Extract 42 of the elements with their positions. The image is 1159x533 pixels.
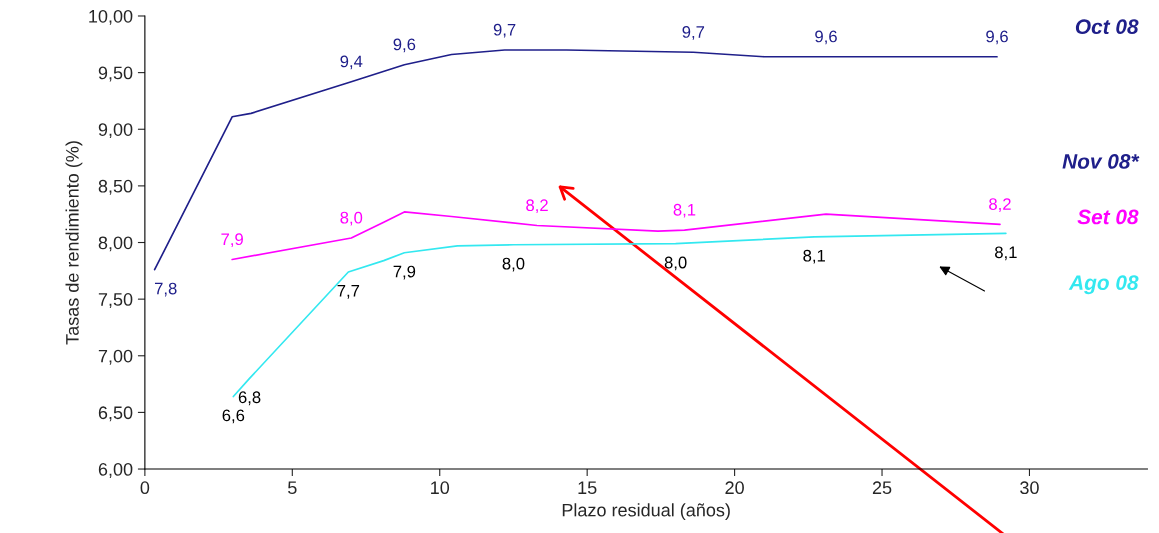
- x-tick-label: 0: [140, 481, 150, 495]
- data-label: 9,6: [393, 38, 416, 53]
- y-tick-label: 6,50: [98, 406, 133, 422]
- x-tick-label: 30: [1020, 481, 1039, 495]
- x-tick-label: 10: [431, 481, 450, 495]
- data-label: 8,1: [803, 249, 825, 264]
- text: Oct 08: [1075, 19, 1139, 35]
- data-label: 9,6: [986, 30, 1008, 45]
- data-label: 8,0: [664, 256, 687, 271]
- y-tick-label: 10,00: [89, 9, 133, 25]
- data-label: 8,2: [526, 199, 548, 214]
- y-tick-label: 8,00: [98, 236, 133, 252]
- data-label: 9,7: [682, 26, 705, 40]
- data-label: 9,6: [815, 30, 837, 45]
- annotation: Nov 08*: [1062, 154, 1140, 169]
- y-tick-label: 7,00: [98, 349, 133, 365]
- x-axis-title: Plazo residual (años): [562, 503, 730, 521]
- x-tick-label: 25: [872, 481, 892, 495]
- y-tick-label: 9,00: [98, 123, 133, 139]
- text: Ago 08: [1068, 275, 1139, 295]
- y-axis-title: Tasas de rendimiento (%): [65, 141, 83, 345]
- data-label: 8,0: [502, 257, 525, 272]
- y-tick-label: 8,50: [98, 179, 133, 195]
- data-label: 8,0: [340, 211, 363, 226]
- y-tick-label: 7,50: [98, 293, 133, 308]
- y-tick-label: 9,50: [98, 66, 133, 82]
- x-tick-label: 20: [725, 481, 744, 495]
- data-label: 9,4: [340, 55, 363, 70]
- data-label: 9,7: [493, 23, 516, 38]
- data-label: 8,1: [673, 203, 696, 218]
- data-label: 7,9: [221, 233, 243, 248]
- data-label: 7,8: [154, 282, 177, 297]
- x-tick-label: 5: [288, 481, 297, 495]
- data-label: 6,8: [238, 391, 261, 406]
- data-label: 7,9: [393, 265, 416, 280]
- data-label: 6,6: [222, 409, 245, 424]
- data-label: 8,1: [995, 246, 1017, 261]
- x-tick-label: 15: [578, 481, 597, 495]
- text: Set 08: [1077, 209, 1139, 225]
- y-tick-label: 6,00: [98, 462, 133, 478]
- data-label: 8,2: [989, 198, 1011, 212]
- data-label: 7,7: [337, 285, 360, 299]
